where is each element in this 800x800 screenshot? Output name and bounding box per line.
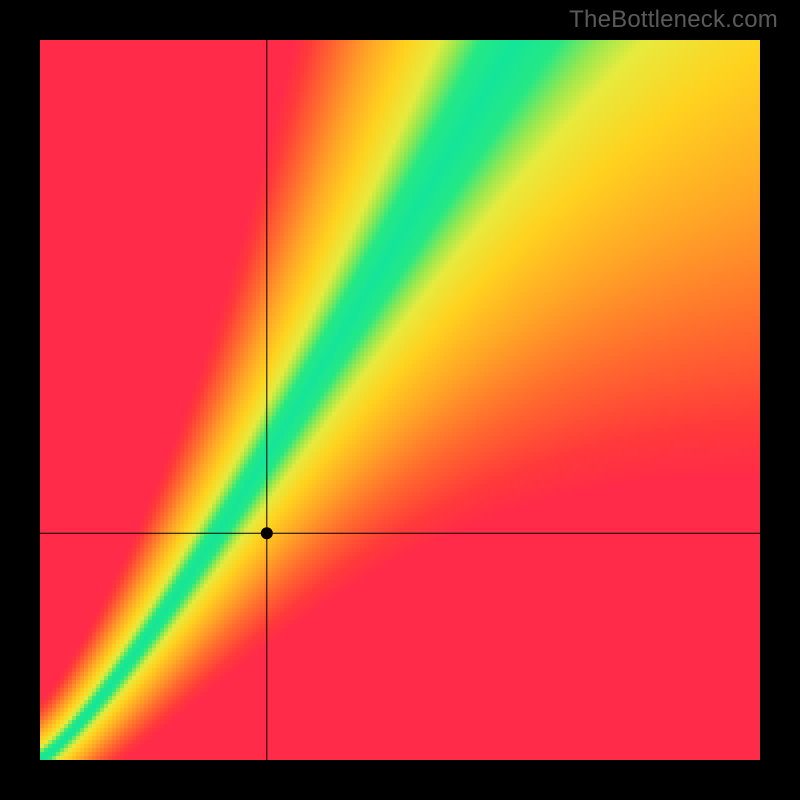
chart-root: TheBottleneck.com (0, 0, 800, 800)
heatmap-canvas (40, 40, 760, 760)
watermark-text: TheBottleneck.com (569, 6, 778, 34)
plot-frame (40, 40, 760, 760)
